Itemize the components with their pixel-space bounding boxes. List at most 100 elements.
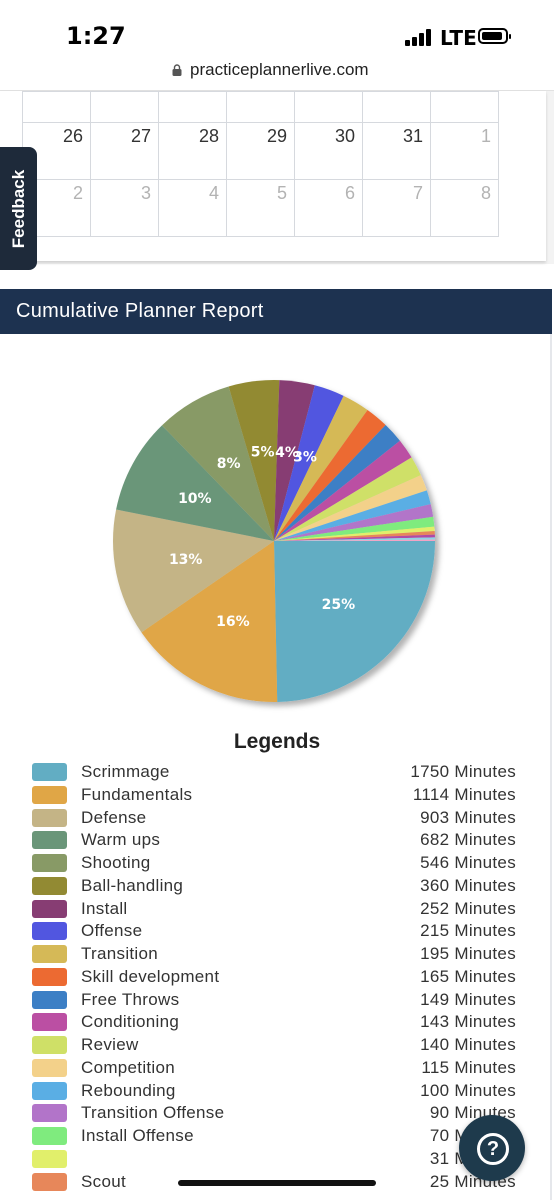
calendar-day-cell[interactable]: 28: [158, 122, 227, 180]
legend-label: Install: [81, 898, 128, 918]
legend-label: Install Offense: [81, 1126, 194, 1145]
legend-label: Shooting: [81, 853, 151, 872]
pie-slice[interactable]: [274, 457, 421, 541]
pie-slice[interactable]: [274, 385, 344, 541]
calendar-day-cell[interactable]: 4: [158, 179, 227, 237]
legend-swatch: [32, 990, 67, 1009]
pie-slice[interactable]: [116, 425, 274, 541]
calendar-day-cell[interactable]: 27: [90, 122, 159, 180]
calendar-day-cell[interactable]: 7: [362, 179, 431, 237]
calendar-day-cell[interactable]: [158, 91, 227, 123]
calendar-day-cell[interactable]: [362, 91, 431, 123]
browser-url-bar[interactable]: practiceplannerlive.com: [0, 52, 554, 91]
calendar-day-cell[interactable]: [294, 91, 363, 123]
calendar-day-cell[interactable]: 1: [430, 122, 499, 180]
legend-value: 903 Minutes: [420, 807, 516, 827]
pie-slice[interactable]: [274, 531, 435, 541]
legend-swatch: [32, 1104, 67, 1123]
pie-slice[interactable]: [274, 475, 427, 541]
pie-slice[interactable]: [274, 380, 315, 541]
legend-label: Defense: [81, 807, 147, 827]
pie-slice[interactable]: [274, 541, 435, 702]
legend-item: Transition Offense 90 Minutes: [32, 1102, 516, 1125]
help-button[interactable]: ?: [459, 1115, 525, 1181]
legend-swatch: [32, 763, 67, 781]
legend-label: Free Throws: [81, 989, 180, 1009]
pie-chart: 25% 16% 13% 10% 8% 5% 4%3%: [113, 380, 435, 702]
legend-value: 149 Minutes: [420, 989, 516, 1009]
legend-value: 215 Minutes: [420, 921, 516, 941]
legend-swatch: [32, 945, 67, 963]
pie-slice[interactable]: [274, 526, 435, 541]
home-indicator: [178, 1180, 376, 1186]
pie-slice[interactable]: [113, 509, 274, 633]
calendar-day-cell[interactable]: 8: [430, 179, 499, 237]
network-type: LTE: [440, 26, 477, 50]
pie-slice[interactable]: [274, 516, 435, 541]
pie-percent-label: 25%: [322, 597, 356, 613]
legend-title: Legends: [233, 730, 321, 753]
legend-swatch: [32, 785, 67, 804]
legend-label: Warm ups: [81, 830, 161, 850]
calendar-day-cell[interactable]: [90, 91, 159, 123]
calendar-day-cell[interactable]: 5: [226, 179, 295, 237]
legend-item: Skill development 165 Minutes: [32, 966, 516, 989]
calendar-day-cell[interactable]: 3: [90, 179, 159, 237]
calendar-day-cell[interactable]: 6: [294, 179, 363, 237]
pie-slice[interactable]: [161, 386, 274, 541]
legend-label: Scout: [81, 1171, 126, 1191]
legend-swatch: [32, 922, 67, 941]
legend-item: Fundamentals 1114 Minutes: [32, 784, 516, 807]
legend-swatch: [32, 1036, 67, 1054]
pie-slice[interactable]: [228, 380, 280, 541]
legend-label: Skill development: [81, 966, 220, 986]
pie-percent-label: 5%: [251, 445, 275, 461]
pie-slice[interactable]: [274, 490, 431, 541]
legend-value: 360 Minutes: [420, 875, 516, 895]
calendar-week-row: 26 27 28 29 30 31 1: [22, 122, 499, 180]
legend-label: Review: [81, 1035, 139, 1054]
legend-value: 546 Minutes: [420, 853, 516, 872]
legend-item: Rebounding 100 Minutes: [32, 1080, 516, 1103]
legend-item: Offense 215 Minutes: [32, 920, 516, 943]
legend-value: 1114 Minutes: [412, 784, 516, 804]
calendar-card: 26 27 28 29 30 31 1 2 3 4 5 6 7 8: [0, 91, 546, 261]
pie-slice[interactable]: [274, 504, 434, 541]
legend-item: Ball-handling 360 Minutes: [32, 875, 516, 898]
feedback-label: Feedback: [8, 169, 28, 248]
calendar-day-cell[interactable]: 30: [294, 122, 363, 180]
calendar-day-cell[interactable]: [22, 91, 91, 123]
report-header: Cumulative Planner Report: [0, 289, 552, 334]
calendar-day-cell[interactable]: [430, 91, 499, 123]
calendar-day-cell[interactable]: 31: [362, 122, 431, 180]
calendar-section: 26 27 28 29 30 31 1 2 3 4 5 6 7 8: [0, 91, 554, 264]
calendar-week-row: [22, 91, 499, 123]
legend-swatch: [32, 899, 67, 918]
legend-value: 195 Minutes: [420, 944, 516, 963]
pie-slice[interactable]: [274, 539, 435, 541]
legend-value: 115 Minutes: [421, 1057, 516, 1077]
battery-icon: [478, 28, 511, 44]
calendar-day-cell[interactable]: 29: [226, 122, 295, 180]
feedback-tab[interactable]: Feedback: [0, 147, 37, 270]
pie-slice[interactable]: [274, 395, 368, 541]
pie-slice[interactable]: [274, 440, 412, 541]
legend-item: Warm ups 682 Minutes: [32, 829, 516, 852]
legend-swatch: [32, 1172, 67, 1191]
legend-value: 252 Minutes: [420, 898, 516, 918]
calendar-day-cell[interactable]: [226, 91, 295, 123]
pie-percent-label: 13%: [169, 552, 203, 568]
url-text: practiceplannerlive.com: [190, 60, 369, 79]
status-time: 1:27: [66, 22, 126, 50]
legend-label: Competition: [81, 1057, 176, 1077]
pie-slice[interactable]: [274, 534, 435, 541]
pie-slice[interactable]: [274, 537, 435, 541]
legend-item: Defense 903 Minutes: [32, 807, 516, 830]
pie-slice[interactable]: [274, 424, 400, 541]
pie-slice[interactable]: [141, 541, 278, 702]
legend-value: 143 Minutes: [420, 1012, 516, 1032]
legend-value: 682 Minutes: [420, 830, 516, 850]
legend-swatch: [32, 854, 67, 872]
pie-slice[interactable]: [274, 409, 386, 541]
legend-value: 140 Minutes: [420, 1035, 516, 1054]
